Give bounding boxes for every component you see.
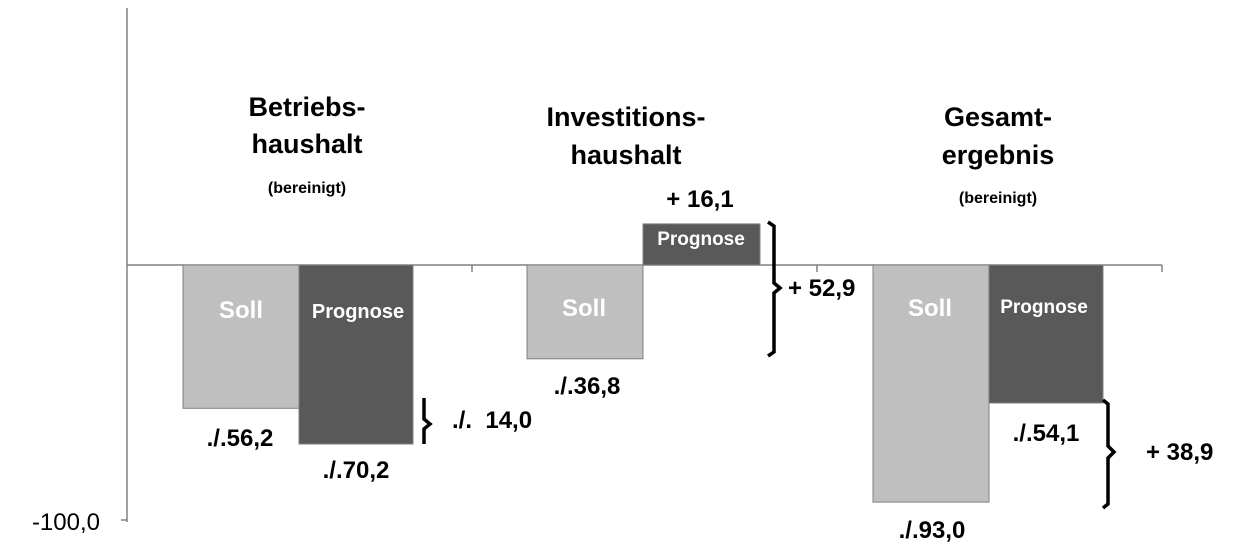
difference-label: ./. 14,0 <box>452 407 532 434</box>
bar-label-prognose: Prognose <box>1000 297 1088 318</box>
group-title-line1: Investitions- <box>546 102 705 132</box>
value-label-prognose: + 16,1 <box>666 186 733 213</box>
bar-label-prognose: Prognose <box>657 229 745 250</box>
bar-soll <box>872 264 990 503</box>
group-title-line2: haushalt <box>251 129 362 159</box>
difference-label: + 38,9 <box>1146 439 1213 466</box>
value-label-soll: ./.56,2 <box>207 425 274 452</box>
group-title-line2: haushalt <box>570 140 681 170</box>
group-gesamtergebnis: Gesamt- ergebnis (bereinigt) Soll Progno… <box>872 102 1213 544</box>
group-investitionshaushalt: Investitions- haushalt Soll Prognose + 1… <box>526 102 855 400</box>
difference-brace <box>767 220 783 358</box>
bar-label-soll: Soll <box>908 295 952 322</box>
bar-label-soll: Soll <box>219 297 263 324</box>
group-subtitle: (bereinigt) <box>268 180 346 197</box>
difference-label: + 52,9 <box>788 275 855 302</box>
group-title-line1: Betriebs- <box>248 92 365 122</box>
group-title-line1: Gesamt- <box>944 102 1052 132</box>
y-tick-label: -100,0 <box>32 509 100 536</box>
value-label-soll: ./.36,8 <box>554 373 621 400</box>
value-label-prognose: ./.70,2 <box>323 457 390 484</box>
bar-label-soll: Soll <box>562 295 606 322</box>
value-label-soll: ./.93,0 <box>899 517 966 544</box>
group-title-line2: ergebnis <box>942 140 1055 170</box>
bar-prognose <box>642 223 761 266</box>
value-label-prognose: ./.54,1 <box>1013 420 1080 447</box>
difference-brace <box>1101 398 1117 510</box>
bar-soll <box>526 264 644 360</box>
bar-prognose <box>988 264 1104 404</box>
bar-label-prognose: Prognose <box>312 301 404 323</box>
bar-prognose <box>298 264 414 445</box>
bar-soll <box>182 264 300 409</box>
group-betriebshaushalt: Betriebs- haushalt (bereinigt) Soll Prog… <box>182 92 532 484</box>
group-subtitle: (bereinigt) <box>959 190 1037 207</box>
difference-brace <box>422 398 433 444</box>
